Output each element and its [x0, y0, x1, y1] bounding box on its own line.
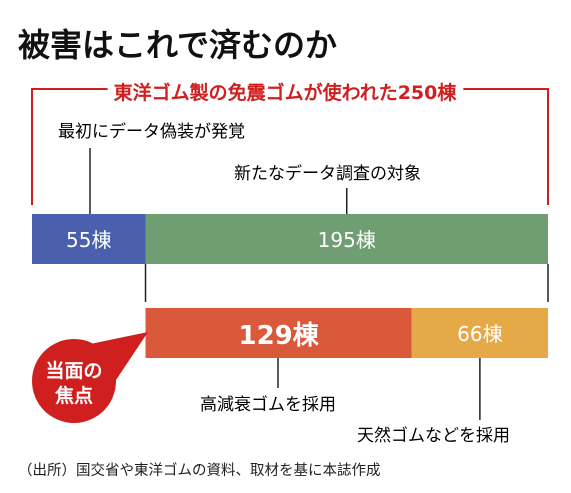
bar-129	[145, 308, 412, 358]
source-note: （出所）国交省や東洋ゴムの資料、取材を基に本誌作成	[18, 461, 381, 479]
total-label-bg	[107, 80, 464, 100]
caption-new-survey: 新たなデータ調査の対象	[234, 163, 421, 184]
sub-bracket	[144, 264, 549, 302]
callout-line1: 当面の	[45, 359, 102, 382]
chart-title: 被害はこれで済むのか	[18, 26, 337, 64]
bar-129-label: 129棟	[239, 321, 320, 351]
caption-high-damping: 高減衰ゴムを採用	[200, 394, 336, 415]
caption-natural-rubber: 天然ゴムなどを採用	[357, 425, 510, 446]
bar-66	[411, 308, 548, 358]
total-bracket	[31, 88, 549, 205]
bar-55	[32, 214, 146, 264]
bar-195	[145, 214, 548, 264]
bar-55-label: 55棟	[66, 228, 111, 252]
callout-line2: 焦点	[54, 384, 93, 407]
caption-first-falsified: 最初にデータ偽装が発覚	[58, 121, 245, 142]
callout-circle	[32, 339, 116, 423]
bar-195-label: 195棟	[318, 228, 376, 252]
total-label: 東洋ゴム製の免震ゴムが使われた250棟	[114, 81, 458, 104]
bar-66-label: 66棟	[457, 322, 502, 346]
